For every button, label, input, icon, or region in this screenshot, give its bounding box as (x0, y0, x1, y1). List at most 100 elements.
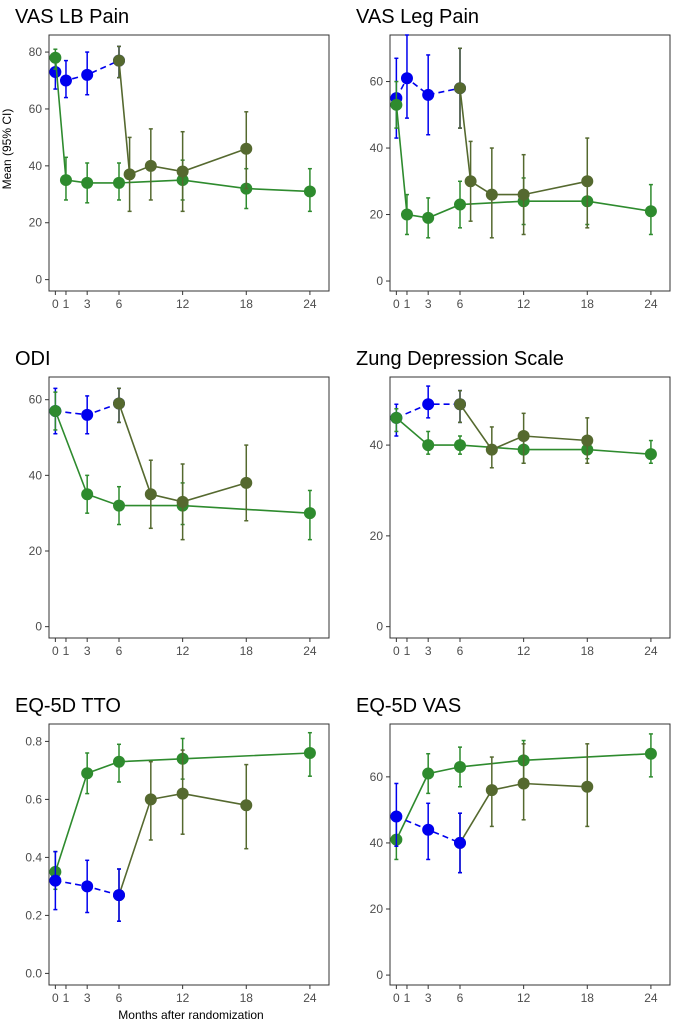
x-tick-label: 0 (393, 297, 400, 311)
data-point (390, 810, 403, 823)
data-point (422, 88, 435, 101)
x-tick-label: 24 (303, 297, 317, 311)
x-tick-label: 24 (644, 644, 658, 658)
y-tick-label: 0.4 (25, 850, 42, 864)
x-tick-label: 3 (84, 991, 91, 1005)
data-point (400, 72, 413, 85)
series-line (395, 76, 461, 99)
data-point (644, 205, 657, 218)
data-point (581, 434, 594, 447)
plot-frame (389, 723, 671, 986)
series-line (459, 782, 588, 844)
plot-frame (48, 376, 330, 639)
series-line (459, 403, 588, 451)
data-point (517, 430, 530, 443)
data-point (454, 760, 466, 773)
y-tick-label: 0 (376, 968, 383, 982)
y-tick-label: 60 (29, 393, 43, 407)
x-axis-label: Months after randomization (118, 1008, 263, 1022)
x-tick-label: 1 (63, 991, 70, 1005)
y-tick-label: 40 (29, 159, 43, 173)
x-tick-label: 12 (176, 297, 190, 311)
data-point (422, 398, 435, 411)
series-blue (49, 850, 125, 922)
data-point (454, 198, 466, 211)
plot-frame (48, 34, 330, 292)
series-olive (454, 743, 594, 874)
y-tick-label: 40 (370, 438, 384, 452)
series-green (390, 733, 657, 861)
data-point (422, 211, 435, 224)
data-point (113, 755, 125, 768)
data-point (303, 747, 316, 759)
data-point (176, 787, 189, 800)
y-tick-label: 0.8 (25, 734, 42, 748)
x-tick-label: 3 (425, 991, 432, 1005)
x-tick-label: 0 (52, 297, 59, 311)
y-tick-label: 0 (376, 274, 383, 288)
series-blue (49, 45, 125, 99)
x-tick-label: 1 (404, 991, 411, 1005)
panel-title: EQ-5D TTO (15, 695, 121, 717)
data-point (49, 405, 62, 418)
data-point (517, 777, 530, 790)
data-point (517, 188, 530, 201)
x-tick-label: 18 (581, 644, 595, 658)
series-line (54, 59, 120, 82)
chart-panel: EQ-5D TTO 0.0 0.2 0.4 0.6 0.8 0 1 3 6 12 18 24 (15, 695, 330, 1005)
x-tick-label: 1 (404, 297, 411, 311)
series-olive (113, 749, 253, 922)
y-tick-label: 80 (29, 45, 43, 59)
series-olive (454, 47, 594, 239)
y-tick-label: 40 (29, 468, 43, 482)
data-point (454, 836, 466, 849)
x-tick-label: 0 (52, 991, 59, 1005)
data-point (390, 411, 403, 424)
x-tick-label: 6 (116, 297, 123, 311)
y-tick-label: 20 (370, 208, 384, 222)
y-tick-label: 0 (35, 620, 42, 634)
data-point (144, 793, 157, 806)
data-point (422, 767, 435, 780)
x-tick-label: 1 (404, 644, 411, 658)
series-line (118, 403, 247, 503)
x-tick-label: 6 (457, 644, 464, 658)
x-tick-label: 12 (517, 991, 531, 1005)
x-tick-label: 12 (517, 297, 531, 311)
y-tick-label: 60 (29, 102, 43, 116)
x-tick-label: 6 (457, 991, 464, 1005)
plot-frame (48, 723, 330, 986)
data-point (81, 408, 94, 421)
x-tick-label: 24 (303, 644, 317, 658)
y-axis-label: Mean (95% CI) (0, 109, 14, 190)
x-tick-label: 24 (644, 991, 658, 1005)
y-tick-label: 20 (29, 216, 43, 230)
series-line (118, 792, 247, 896)
data-point (176, 495, 189, 508)
data-point (485, 784, 498, 797)
x-tick-label: 18 (240, 991, 254, 1005)
series-olive (113, 387, 253, 541)
series-blue (390, 385, 466, 437)
data-point (581, 175, 594, 188)
data-point (240, 476, 253, 489)
x-tick-label: 18 (581, 991, 595, 1005)
y-tick-label: 60 (370, 75, 384, 89)
data-point (81, 880, 94, 893)
data-point (485, 188, 498, 201)
data-point (303, 507, 316, 520)
y-tick-label: 0.6 (25, 792, 42, 806)
y-tick-label: 40 (370, 836, 384, 850)
data-point (59, 174, 72, 187)
data-point (49, 874, 62, 887)
data-point (400, 208, 413, 221)
y-tick-label: 0.0 (25, 966, 42, 980)
data-point (144, 159, 157, 172)
data-point (454, 398, 466, 411)
x-tick-label: 24 (303, 991, 317, 1005)
data-point (644, 448, 657, 461)
y-tick-label: 20 (29, 544, 43, 558)
panel-title: ODI (15, 348, 51, 370)
